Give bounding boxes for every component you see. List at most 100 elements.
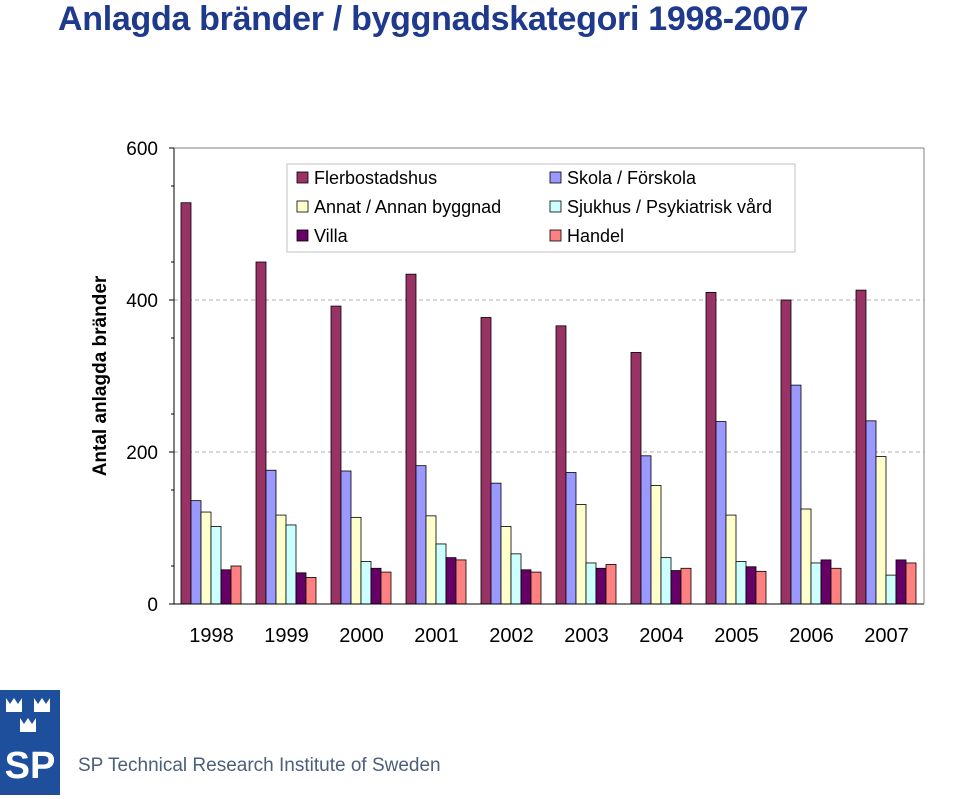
- bar: [650, 485, 662, 605]
- bar: [660, 557, 672, 605]
- bar: [585, 562, 597, 605]
- bar: [425, 515, 437, 605]
- bar: [190, 500, 202, 605]
- bar: [670, 570, 682, 605]
- bar: [630, 352, 642, 605]
- bar: [530, 571, 542, 605]
- y-tick-label: 600: [126, 139, 158, 160]
- bar: [895, 559, 907, 605]
- x-tick-label: 1999: [264, 625, 309, 647]
- y-tick-label: 0: [147, 595, 158, 616]
- x-tick-label: 2002: [489, 625, 534, 647]
- bar: [595, 567, 607, 605]
- bar: [565, 472, 577, 605]
- bar: [810, 562, 822, 605]
- legend-swatch: [549, 200, 562, 213]
- crown-icon: [6, 698, 50, 732]
- bar: [265, 469, 277, 605]
- bar: [640, 455, 652, 605]
- bar: [510, 553, 522, 605]
- bar: [285, 524, 297, 605]
- x-tick-label: 2007: [864, 625, 909, 647]
- bar: [735, 561, 747, 605]
- legend: Flerbostadshus Annat / Annan byggnad Villa…: [286, 163, 796, 253]
- bar: [575, 504, 587, 605]
- legend-label: Handel: [567, 226, 624, 246]
- bar: [370, 567, 382, 605]
- bar: [865, 420, 877, 605]
- x-tick-label: 2001: [414, 625, 459, 647]
- bar: [755, 570, 767, 605]
- bar: [480, 317, 492, 605]
- page-title: Anlagda bränder / byggnadskategori 1998-…: [58, 0, 809, 38]
- bar: [275, 514, 287, 605]
- legend-swatch: [549, 229, 562, 242]
- legend-swatch: [296, 200, 309, 213]
- y-tick-label: 200: [126, 443, 158, 464]
- bar: [885, 574, 897, 605]
- bar: [555, 325, 567, 605]
- legend-swatch: [549, 171, 562, 184]
- bar: [330, 305, 342, 605]
- bar: [490, 482, 502, 605]
- bar: [210, 526, 222, 605]
- bar: [715, 421, 727, 605]
- x-tick-label: 1998: [189, 625, 234, 647]
- legend-label: Flerbostadshus: [314, 168, 437, 188]
- bar: [305, 577, 317, 605]
- bar: [380, 571, 392, 605]
- legend-label: Annat / Annan byggnad: [314, 197, 501, 217]
- y-axis-label: Antal anlagda bränder: [90, 275, 111, 476]
- bars: [180, 202, 917, 605]
- legend-label: Villa: [314, 226, 349, 246]
- bar: [790, 384, 802, 605]
- bar: [605, 564, 617, 605]
- bar: [405, 273, 417, 605]
- bar: [830, 567, 842, 605]
- bar: [680, 567, 692, 605]
- bar: [435, 543, 447, 605]
- axes: [173, 147, 925, 605]
- bar: [800, 508, 812, 605]
- x-ticks: 1998 1999 2000 2001 2002 2003 2004 2005 2006 2007: [189, 625, 909, 647]
- x-tick-label: 2000: [339, 625, 384, 647]
- bar: [445, 557, 457, 605]
- x-tick-label: 2006: [789, 625, 834, 647]
- bar: [360, 561, 372, 605]
- sp-logo: SP: [0, 690, 60, 795]
- logo-text: SP: [5, 745, 56, 787]
- bar: [230, 565, 242, 605]
- bar: [875, 456, 887, 605]
- x-tick-label: 2003: [564, 625, 609, 647]
- x-tick-label: 2004: [639, 625, 684, 647]
- bar: [350, 516, 362, 605]
- bar: [725, 514, 737, 605]
- x-tick-label: 2005: [714, 625, 759, 647]
- bar: [500, 526, 512, 605]
- footer-text: SP Technical Research Institute of Swede…: [78, 755, 441, 776]
- legend-swatch: [296, 171, 309, 184]
- y-ticks: 0 200 400 600: [126, 139, 174, 616]
- bar: [220, 569, 232, 605]
- bar: [415, 465, 427, 605]
- bar: [295, 572, 307, 605]
- legend-label: Sjukhus / Psykiatrisk vård: [567, 197, 772, 217]
- bar: [705, 291, 717, 605]
- bar: [455, 559, 467, 605]
- bar: [855, 289, 867, 605]
- bar: [780, 299, 792, 605]
- bar: [905, 562, 917, 605]
- bar: [200, 511, 212, 605]
- y-tick-label: 400: [126, 291, 158, 312]
- bar: [520, 569, 532, 605]
- bar: [255, 261, 267, 605]
- bar: [745, 566, 757, 605]
- bar: [820, 559, 832, 605]
- legend-swatch: [296, 229, 309, 242]
- bar: [180, 202, 192, 605]
- legend-label: Skola / Förskola: [567, 168, 697, 188]
- bar: [340, 470, 352, 605]
- gridlines: [174, 299, 924, 453]
- legend-box: [286, 163, 796, 253]
- bar-chart: 0 200 400 600 1998 1999 2000 2001 2002 2003 2004 2…: [90, 139, 925, 647]
